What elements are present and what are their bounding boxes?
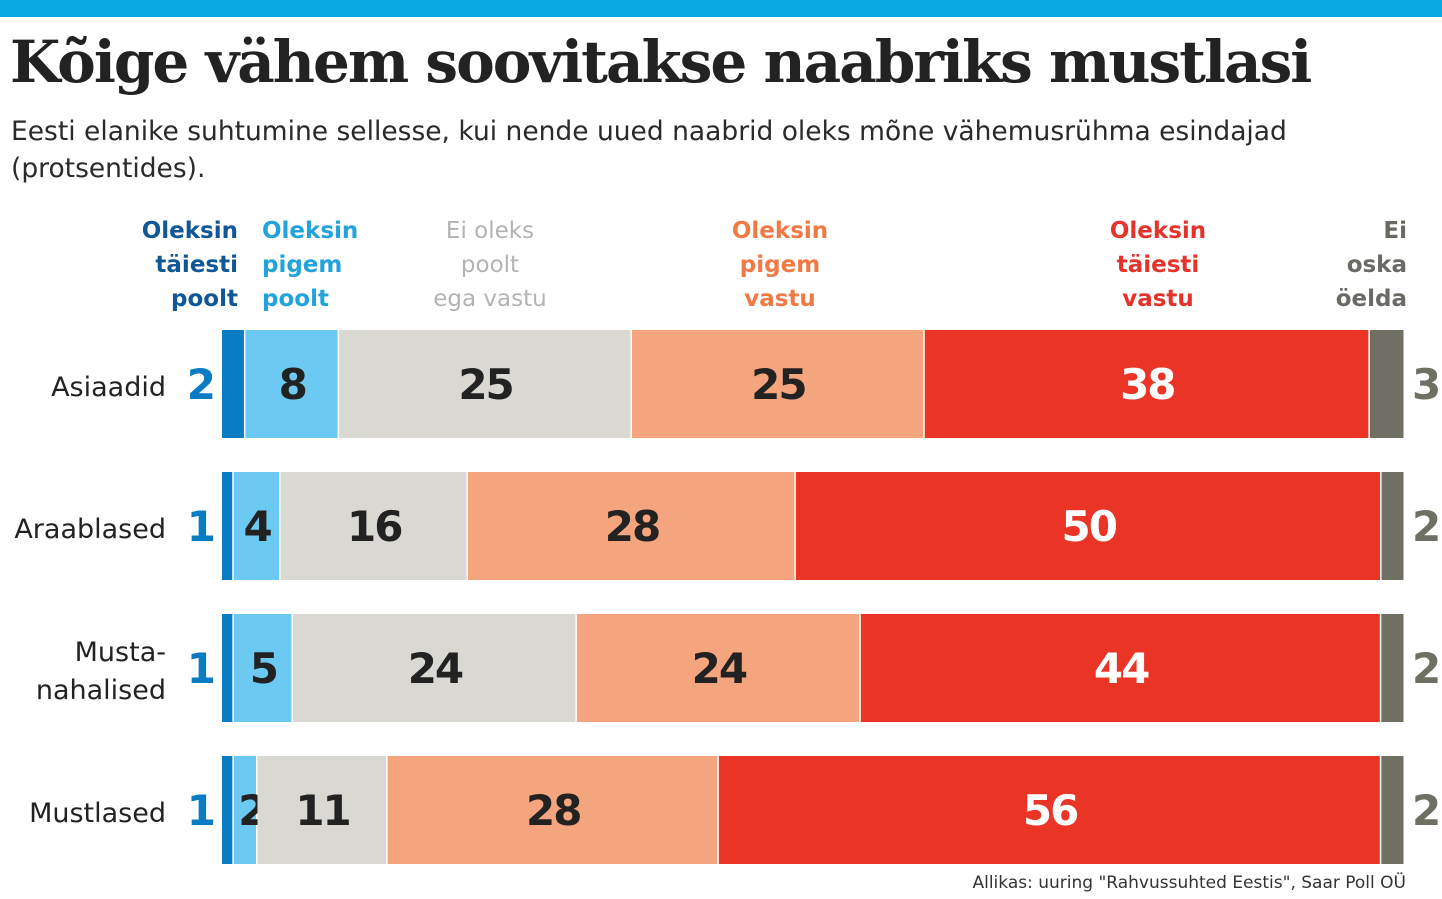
legend-label-4-line-1: Oleksin — [732, 218, 828, 244]
top-accent-bar — [0, 0, 1442, 17]
category-label-3-line-1: Musta- — [75, 637, 166, 668]
bar-segment-r3-s1 — [222, 614, 233, 722]
legend-label-4-line-3: vastu — [744, 286, 816, 312]
bar-segment-r1-s6 — [1369, 330, 1404, 438]
bar-segment-r2-s2 — [233, 472, 280, 580]
legend-label-6-line-2: oska — [1347, 252, 1407, 278]
bar-segment-r3-s2 — [233, 614, 292, 722]
legend-label-5-line-3: vastu — [1122, 286, 1194, 312]
bar-segment-r1-s4 — [631, 330, 924, 438]
bar-segment-r1-s5 — [924, 330, 1369, 438]
value-label-r1-s4: 25 — [751, 360, 805, 409]
bar-segment-r2-s6 — [1381, 472, 1404, 580]
legend-label-3-line-3: ega vastu — [433, 286, 546, 312]
bar-segment-r3-s4 — [576, 614, 860, 722]
value-label-r4-s4: 28 — [526, 786, 580, 835]
legend-label-3-line-2: poolt — [461, 252, 519, 278]
bar-segment-r3-s3 — [292, 614, 576, 722]
category-label-1: Asiaadid — [51, 372, 166, 403]
legend-label-2-line-3: poolt — [262, 286, 329, 312]
legend-label-6-line-3: öelda — [1336, 286, 1407, 312]
source-note: Allikas: uuring "Rahvussuhted Eestis", S… — [972, 873, 1406, 893]
legend-label-5-line-2: täiesti — [1117, 252, 1200, 278]
value-label-r3-s4: 24 — [692, 644, 747, 693]
bar-segment-r4-s6 — [1381, 756, 1404, 864]
value-label-r2-s3: 16 — [347, 502, 401, 551]
legend-label-2-line-1: Oleksin — [262, 218, 358, 244]
bar-segment-r2-s1 — [222, 472, 233, 580]
chart-subtitle: Eesti elanike suhtumine sellesse, kui ne… — [11, 116, 1287, 184]
value-label-r2-s6: 2 — [1412, 502, 1439, 551]
legend-label-1-line-3: poolt — [171, 286, 238, 312]
legend-label-6-line-1: Ei — [1383, 218, 1407, 244]
value-label-r4-s3: 11 — [295, 786, 349, 835]
value-label-r4-s6: 2 — [1412, 786, 1439, 835]
value-label-r2-s5: 50 — [1062, 502, 1117, 551]
value-label-r3-s2: 5 — [250, 644, 277, 693]
category-label-2: Araablased — [14, 514, 166, 545]
value-label-r2-s1: 1 — [187, 502, 214, 551]
legend-label-5-line-1: Oleksin — [1110, 218, 1206, 244]
bar-segment-r2-s4 — [467, 472, 795, 580]
category-label-3-line-2: nahalised — [36, 675, 166, 706]
bar-segment-r4-s1 — [222, 756, 233, 864]
value-label-r3-s6: 2 — [1412, 644, 1439, 693]
bar-segment-r2-s5 — [795, 472, 1381, 580]
value-label-r3-s3: 24 — [408, 644, 463, 693]
bar-segment-r4-s4 — [387, 756, 718, 864]
value-label-r3-s5: 44 — [1094, 644, 1149, 693]
legend-label-4-line-2: pigem — [740, 252, 820, 278]
legend-label-1-line-1: Oleksin — [142, 218, 238, 244]
bar-segment-r4-s2 — [233, 756, 256, 864]
bar-segment-r1-s2 — [245, 330, 338, 438]
bar-segment-r2-s3 — [280, 472, 467, 580]
value-label-r4-s1: 1 — [187, 786, 214, 835]
bar-segment-r1-s3 — [339, 330, 631, 438]
legend-label-1-line-2: täiesti — [155, 252, 238, 278]
value-label-r2-s2: 4 — [244, 502, 272, 551]
legend-label-2-line-2: pigem — [262, 252, 342, 278]
legend-label-3-line-1: Ei oleks — [446, 218, 534, 244]
bar-segment-r3-s5 — [860, 614, 1380, 722]
value-label-r1-s6: 3 — [1412, 360, 1439, 409]
chart-title: Kõige vähem soovitakse naabriks mustlasi — [10, 28, 1312, 96]
value-label-r1-s1: 2 — [187, 360, 214, 409]
value-label-r2-s4: 28 — [605, 502, 659, 551]
value-label-r1-s2: 8 — [279, 360, 306, 409]
bar-segment-r4-s5 — [718, 756, 1380, 864]
value-label-r1-s3: 25 — [458, 360, 512, 409]
bar-segment-r3-s6 — [1381, 614, 1404, 722]
value-label-r3-s1: 1 — [187, 644, 214, 693]
bar-segment-r1-s1 — [222, 330, 244, 438]
bar-segment-r4-s3 — [257, 756, 387, 864]
category-label-4: Mustlased — [29, 798, 166, 829]
value-label-r4-s5: 56 — [1023, 786, 1077, 835]
value-label-r1-s5: 38 — [1120, 360, 1174, 409]
